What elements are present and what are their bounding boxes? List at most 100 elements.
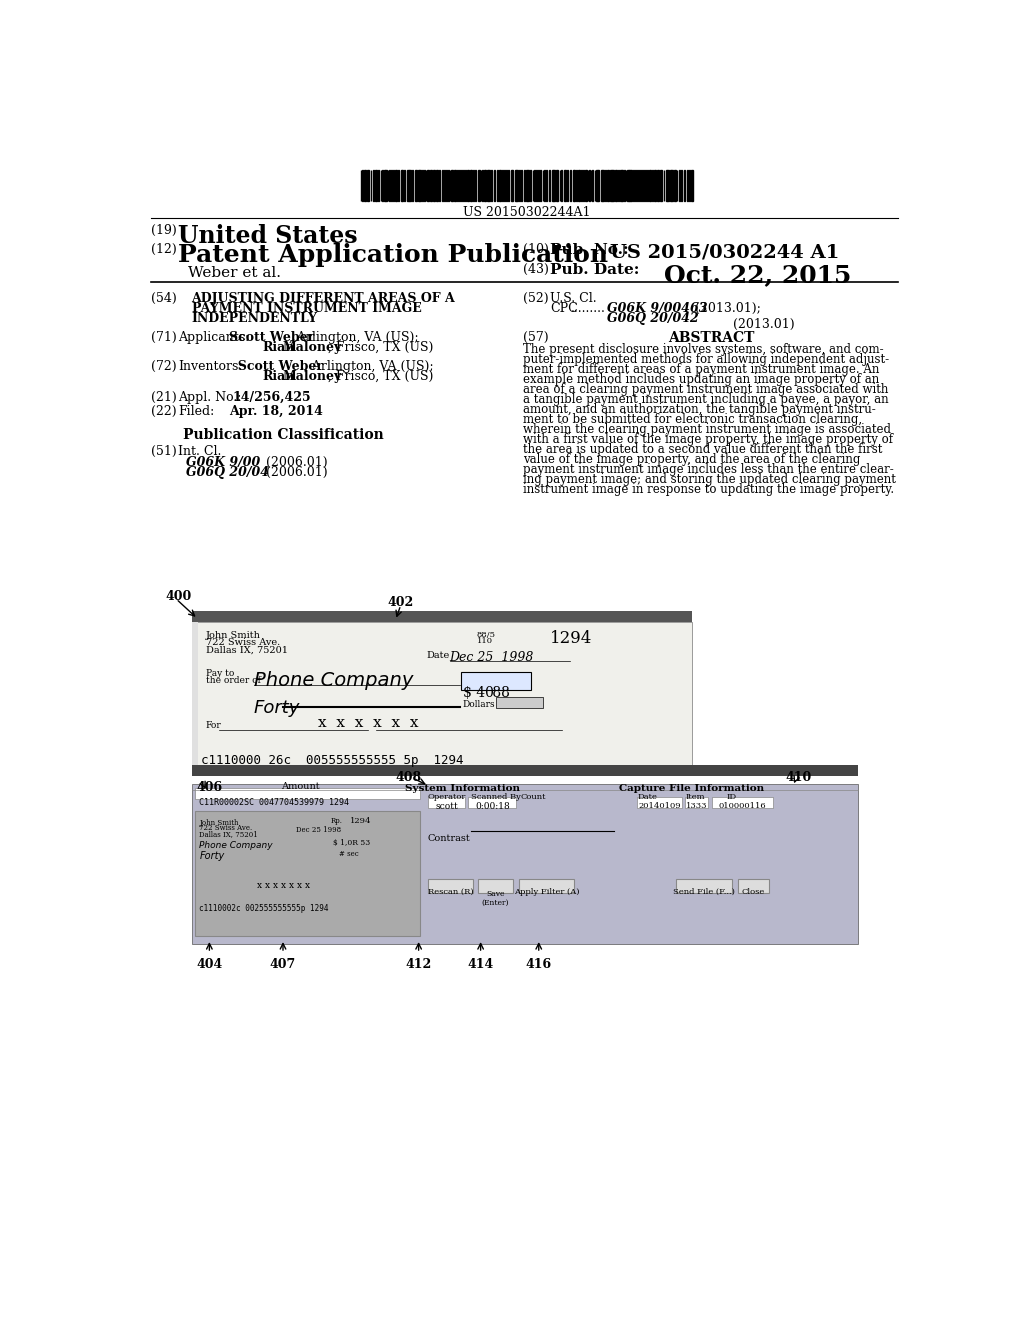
Text: Oct. 22, 2015: Oct. 22, 2015 <box>665 263 852 288</box>
Text: the order of: the order of <box>206 676 260 685</box>
Bar <box>191 611 692 622</box>
Bar <box>410 170 411 201</box>
Text: (21): (21) <box>152 391 177 404</box>
Text: 88/5: 88/5 <box>477 631 496 639</box>
Text: Forty: Forty <box>254 700 300 717</box>
Text: Dec 25  1998: Dec 25 1998 <box>450 651 534 664</box>
Text: (54): (54) <box>152 292 177 305</box>
Text: ID: ID <box>726 793 736 801</box>
Bar <box>660 170 662 201</box>
Text: (10): (10) <box>523 243 549 256</box>
Bar <box>430 170 432 201</box>
Text: Inventors:: Inventors: <box>178 360 243 374</box>
Bar <box>422 170 423 201</box>
Bar <box>490 170 493 201</box>
Bar <box>378 170 379 201</box>
Bar <box>738 879 769 892</box>
Text: 416: 416 <box>525 958 552 970</box>
Bar <box>473 170 474 201</box>
Text: 88: 88 <box>488 686 510 700</box>
Text: Patent Application Publication: Patent Application Publication <box>178 243 608 267</box>
Bar <box>463 170 464 201</box>
Bar <box>633 170 634 201</box>
Text: Close: Close <box>741 887 765 895</box>
Bar <box>586 170 587 201</box>
Text: Date: Date <box>426 651 450 660</box>
Bar <box>668 170 669 201</box>
Text: , Arlington, VA (US);: , Arlington, VA (US); <box>304 360 433 374</box>
Bar <box>488 170 489 201</box>
Bar <box>675 170 676 201</box>
Text: c1110000 26c  005555555555 5p  1294: c1110000 26c 005555555555 5p 1294 <box>201 754 463 767</box>
Bar <box>442 170 443 201</box>
Bar <box>420 170 421 201</box>
Text: 722 Swiss Ave.: 722 Swiss Ave. <box>200 825 253 833</box>
Text: Send File (F...): Send File (F...) <box>673 887 735 895</box>
Bar <box>519 879 573 892</box>
Text: , Arlington, VA (US);: , Arlington, VA (US); <box>289 331 419 345</box>
Bar <box>191 622 692 775</box>
Text: Pay to: Pay to <box>206 669 233 678</box>
Bar <box>685 797 709 808</box>
Text: 414: 414 <box>468 958 494 970</box>
Text: (2013.01);: (2013.01); <box>695 302 761 315</box>
Text: ADJUSTING DIFFERENT AREAS OF A: ADJUSTING DIFFERENT AREAS OF A <box>191 292 456 305</box>
Text: 412: 412 <box>406 958 432 970</box>
Text: (22): (22) <box>152 405 177 418</box>
Text: 407: 407 <box>270 958 296 970</box>
Bar <box>508 170 509 201</box>
Text: CPC: CPC <box>550 302 579 315</box>
Bar <box>196 788 420 799</box>
Bar <box>403 170 406 201</box>
Bar <box>436 170 438 201</box>
Text: Phone Company: Phone Company <box>254 671 413 690</box>
Text: Maloney: Maloney <box>283 341 342 354</box>
Bar <box>654 170 655 201</box>
Text: Scott Weber: Scott Weber <box>228 331 314 345</box>
Text: x x x x x x x: x x x x x x x <box>257 880 310 890</box>
Text: Operator: Operator <box>428 793 466 801</box>
Bar <box>191 622 198 775</box>
Bar <box>407 170 409 201</box>
Bar <box>415 170 417 201</box>
Text: Count: Count <box>521 793 547 801</box>
Text: (2006.01): (2006.01) <box>266 466 328 479</box>
Text: System Information: System Information <box>406 784 520 792</box>
Text: a tangible payment instrument including a payee, a payor, an: a tangible payment instrument including … <box>523 393 889 407</box>
Text: Rp.: Rp. <box>331 817 343 825</box>
Text: Appl. No.:: Appl. No.: <box>178 391 242 404</box>
Text: c1110002c 002555555555p 1294: c1110002c 002555555555p 1294 <box>199 904 328 912</box>
Text: instrument image in response to updating the image property.: instrument image in response to updating… <box>523 483 894 496</box>
Bar <box>365 170 366 201</box>
Text: Date: Date <box>637 793 657 801</box>
Bar <box>621 170 622 201</box>
Bar <box>607 170 609 201</box>
Text: Phone Company: Phone Company <box>200 841 273 850</box>
Text: 406: 406 <box>197 780 222 793</box>
Text: US 20150302244A1: US 20150302244A1 <box>464 206 591 219</box>
Text: $ 1,0R 53: $ 1,0R 53 <box>334 840 371 847</box>
Text: 14/256,425: 14/256,425 <box>232 391 311 404</box>
Text: Forty: Forty <box>200 851 224 862</box>
Text: .........: ......... <box>571 302 606 315</box>
Bar <box>454 170 456 201</box>
Text: INDEPENDENTLY: INDEPENDENTLY <box>191 312 317 325</box>
Text: 1333: 1333 <box>686 803 708 810</box>
Bar <box>569 170 571 201</box>
Bar <box>684 170 685 201</box>
Bar <box>637 797 682 808</box>
Text: 404: 404 <box>197 958 222 970</box>
Bar <box>452 170 453 201</box>
Bar <box>191 766 858 776</box>
Bar <box>610 170 611 201</box>
Bar <box>496 697 543 708</box>
Bar <box>433 170 435 201</box>
Bar <box>468 797 516 808</box>
Bar <box>478 879 513 892</box>
Text: puter-implemented methods for allowing independent adjust-: puter-implemented methods for allowing i… <box>523 354 890 366</box>
Text: Rian: Rian <box>263 370 295 383</box>
Text: C11R00002SC 0047704539979 1294: C11R00002SC 0047704539979 1294 <box>199 799 348 808</box>
Text: area of a clearing payment instrument image associated with: area of a clearing payment instrument im… <box>523 383 889 396</box>
Bar <box>412 170 414 201</box>
Text: Rian: Rian <box>263 341 295 354</box>
